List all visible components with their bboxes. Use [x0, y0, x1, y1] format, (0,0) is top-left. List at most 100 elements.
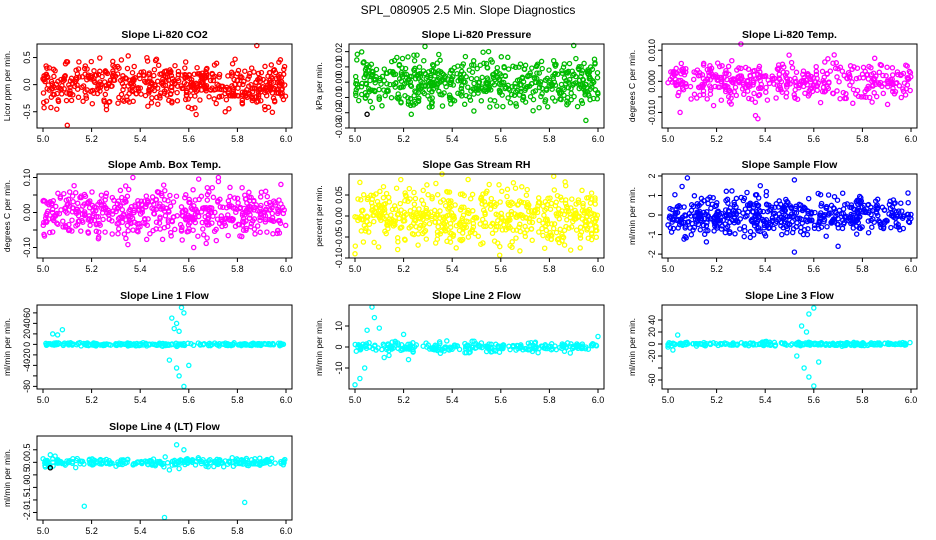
- data-point: [580, 86, 587, 92]
- data-point: [75, 212, 82, 219]
- data-point: [363, 81, 370, 88]
- data-point: [680, 86, 687, 93]
- data-point: [805, 71, 811, 77]
- data-point: [703, 340, 709, 347]
- data-point: [756, 213, 763, 220]
- data-point: [262, 89, 268, 96]
- data-point: [396, 61, 403, 68]
- data-point: [533, 63, 540, 70]
- data-point: [74, 455, 80, 462]
- data-point: [863, 94, 869, 100]
- data-point: [509, 244, 515, 251]
- data-point: [447, 224, 454, 231]
- data-point: [679, 183, 685, 190]
- data-point: [275, 340, 282, 346]
- data-point: [717, 74, 723, 81]
- data-point: [893, 209, 900, 215]
- data-point: [552, 82, 559, 88]
- data-point: [688, 213, 694, 219]
- data-point: [454, 70, 460, 77]
- data-point: [119, 97, 126, 103]
- data-point: [192, 93, 198, 99]
- data-point: [784, 198, 790, 205]
- data-point: [877, 341, 883, 348]
- data-point: [281, 63, 288, 70]
- data-point: [714, 225, 720, 231]
- data-point: [251, 198, 257, 204]
- data-point: [665, 79, 671, 86]
- data-point: [47, 452, 54, 458]
- data-point: [235, 85, 241, 91]
- data-point: [724, 196, 731, 203]
- data-point: [550, 73, 556, 79]
- data-point: [665, 344, 671, 350]
- data-point: [194, 64, 200, 71]
- data-point: [578, 81, 584, 88]
- plot-frame: [661, 43, 918, 129]
- data-point: [211, 87, 217, 93]
- data-point: [249, 460, 255, 467]
- data-point: [823, 341, 829, 347]
- data-point: [414, 52, 420, 58]
- data-point: [755, 92, 762, 99]
- data-point: [831, 193, 838, 200]
- data-point: [468, 88, 474, 94]
- data-point: [40, 90, 47, 96]
- data-point: [211, 340, 218, 346]
- data-point: [865, 218, 872, 224]
- data-point: [227, 193, 233, 200]
- x-tick-label: 5.4: [759, 134, 772, 144]
- data-point: [465, 234, 472, 240]
- data-point: [200, 205, 206, 212]
- data-point: [525, 346, 531, 353]
- data-point: [115, 198, 122, 204]
- y-axis-label: degrees C per min.: [2, 180, 12, 252]
- data-point: [433, 345, 439, 351]
- data-point: [91, 78, 97, 84]
- data-point: [407, 196, 413, 202]
- x-tick-label: 5.8: [856, 134, 869, 144]
- data-point: [815, 190, 821, 197]
- data-point: [451, 342, 458, 348]
- data-point: [165, 77, 172, 83]
- data-point: [723, 83, 729, 89]
- data-point: [207, 456, 213, 463]
- data-point: [539, 65, 545, 72]
- data-point: [564, 101, 570, 108]
- data-point: [771, 75, 778, 82]
- data-point: [548, 221, 555, 227]
- data-point: [691, 91, 698, 98]
- data-point: [573, 55, 579, 62]
- data-point: [590, 95, 597, 102]
- data-point: [251, 207, 257, 213]
- data-point: [447, 235, 453, 241]
- data-point: [435, 223, 441, 230]
- data-point: [69, 193, 76, 199]
- data-point: [179, 224, 185, 231]
- data-point: [141, 72, 147, 79]
- data-point: [791, 177, 798, 183]
- data-point: [429, 62, 436, 68]
- data-point: [354, 51, 361, 58]
- data-point: [89, 456, 95, 462]
- data-point: [573, 227, 580, 233]
- data-point: [774, 66, 781, 72]
- data-point: [564, 205, 571, 212]
- y-tick-label: -0.5: [22, 104, 32, 120]
- data-point: [263, 341, 269, 347]
- data-point: [707, 77, 713, 83]
- data-point: [149, 81, 155, 88]
- data-point: [779, 231, 785, 238]
- data-point: [540, 232, 546, 239]
- data-point: [746, 202, 752, 209]
- x-tick-label: 5.6: [808, 395, 821, 405]
- data-point: [448, 101, 454, 107]
- data-point: [772, 210, 778, 217]
- data-point: [738, 73, 745, 79]
- data-point: [696, 202, 702, 209]
- data-point: [835, 243, 841, 250]
- data-point: [584, 225, 591, 232]
- data-point: [390, 223, 397, 229]
- data-point: [512, 185, 519, 191]
- data-point: [109, 194, 116, 201]
